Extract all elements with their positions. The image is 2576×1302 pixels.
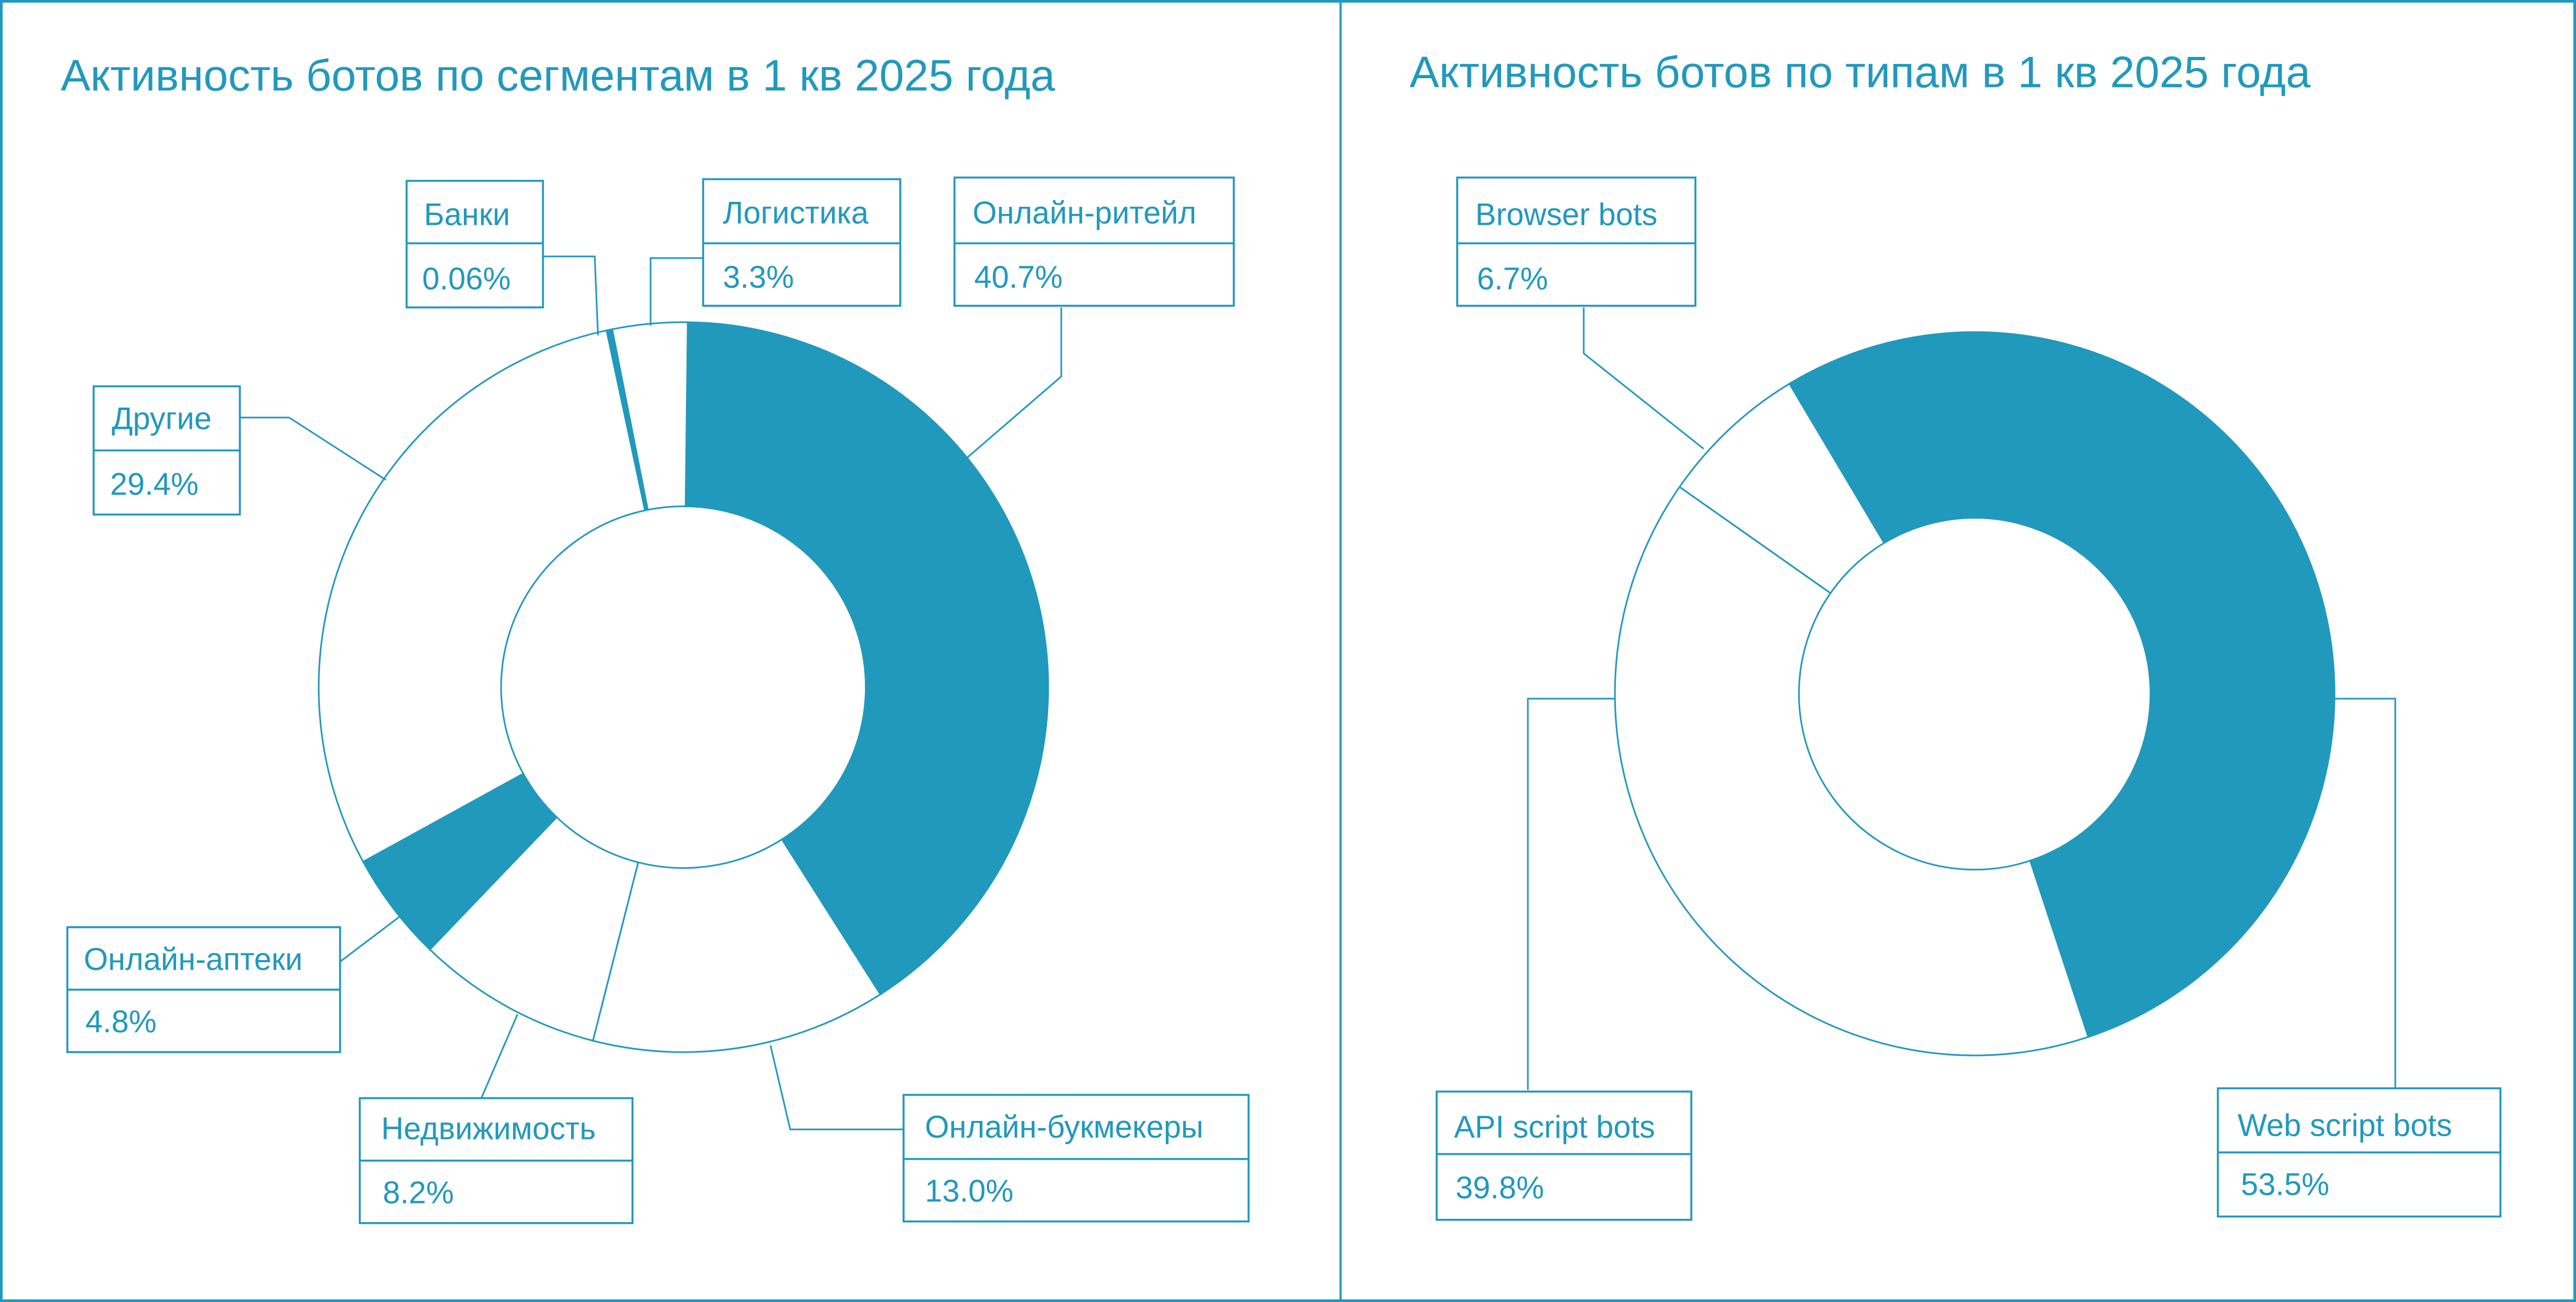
label-banks-name: Банки [424, 197, 510, 233]
chart-title: Активность ботов по сегментам в 1 кв 202… [61, 51, 1056, 100]
label-retail: Онлайн-ритейл 40.7% [953, 176, 1235, 307]
leader-line-browser [1583, 307, 1705, 450]
chart-types: Активность ботов по типам в 1 кв 2025 го… [1410, 48, 2502, 1221]
donut-slice-онлайн-букмекеры [592, 838, 882, 1053]
label-retail-value: 40.7% [974, 260, 1063, 295]
donut-slice-недвижимость [428, 816, 639, 1042]
label-other-value: 29.4% [110, 467, 199, 502]
label-web: Web script bots 53.5% [2217, 1087, 2502, 1218]
leader-line-logistics [649, 257, 703, 326]
label-bookmakers: Онлайн-букмекеры 13.0% [902, 1094, 1250, 1223]
donut-slice-логистика [611, 321, 689, 511]
label-bookmakers-value: 13.0% [925, 1174, 1014, 1209]
chart-title: Активность ботов по типам в 1 кв 2025 го… [1410, 48, 2311, 97]
leader-line-retail [965, 307, 1062, 460]
label-browser-name: Browser bots [1475, 197, 1658, 233]
label-banks-value: 0.06% [422, 261, 511, 297]
leader-line-other [240, 416, 387, 481]
leader-line-pharmacy [339, 915, 402, 963]
label-realestate-value: 8.2% [383, 1176, 454, 1211]
label-logistics-value: 3.3% [723, 260, 794, 295]
donut-types [1614, 331, 2336, 1056]
label-realestate: Недвижимость 8.2% [358, 1097, 634, 1224]
leader-line-web [2333, 698, 2397, 1089]
donut-slice-api-script-bots [1614, 485, 2090, 1056]
label-browser-value: 6.7% [1477, 261, 1548, 297]
label-api-value: 39.8% [1456, 1171, 1544, 1206]
label-bookmakers-name: Онлайн-букмекеры [925, 1109, 1203, 1144]
label-pharmacy-name: Онлайн-аптеки [84, 942, 303, 977]
leader-line-realestate [480, 1014, 519, 1098]
label-pharmacy: Онлайн-аптеки 4.8% [66, 926, 341, 1054]
label-logistics-name: Логистика [723, 196, 869, 231]
label-banks: Банки 0.06% [405, 179, 544, 309]
label-browser: Browser bots 6.7% [1456, 176, 1697, 307]
donut-segments [318, 321, 1049, 1053]
leader-line-bookmakers [770, 1045, 904, 1130]
label-realestate-name: Недвижимость [381, 1111, 596, 1146]
leader-line-banks [544, 255, 599, 336]
label-logistics: Логистика 3.3% [702, 178, 902, 307]
donut-slice-другие [318, 329, 646, 863]
label-web-value: 53.5% [2241, 1167, 2329, 1202]
leader-line-api [1527, 698, 1615, 1090]
label-api: API script bots 39.8% [1435, 1090, 1693, 1221]
label-retail-name: Онлайн-ритейл [973, 196, 1196, 231]
donut-slice-онлайн-ритейл [682, 321, 1049, 996]
label-other-name: Другие [112, 401, 212, 436]
donut-slice-web-script-bots [1788, 331, 2336, 1038]
donut-slice-browser-bots [1678, 382, 1886, 595]
label-web-name: Web script bots [2237, 1108, 2452, 1143]
chart-segments: Активность ботов по сегментам в 1 кв 202… [61, 51, 1250, 1224]
label-api-name: API script bots [1454, 1109, 1655, 1144]
label-pharmacy-value: 4.8% [85, 1004, 156, 1039]
label-other: Другие 29.4% [92, 385, 241, 516]
